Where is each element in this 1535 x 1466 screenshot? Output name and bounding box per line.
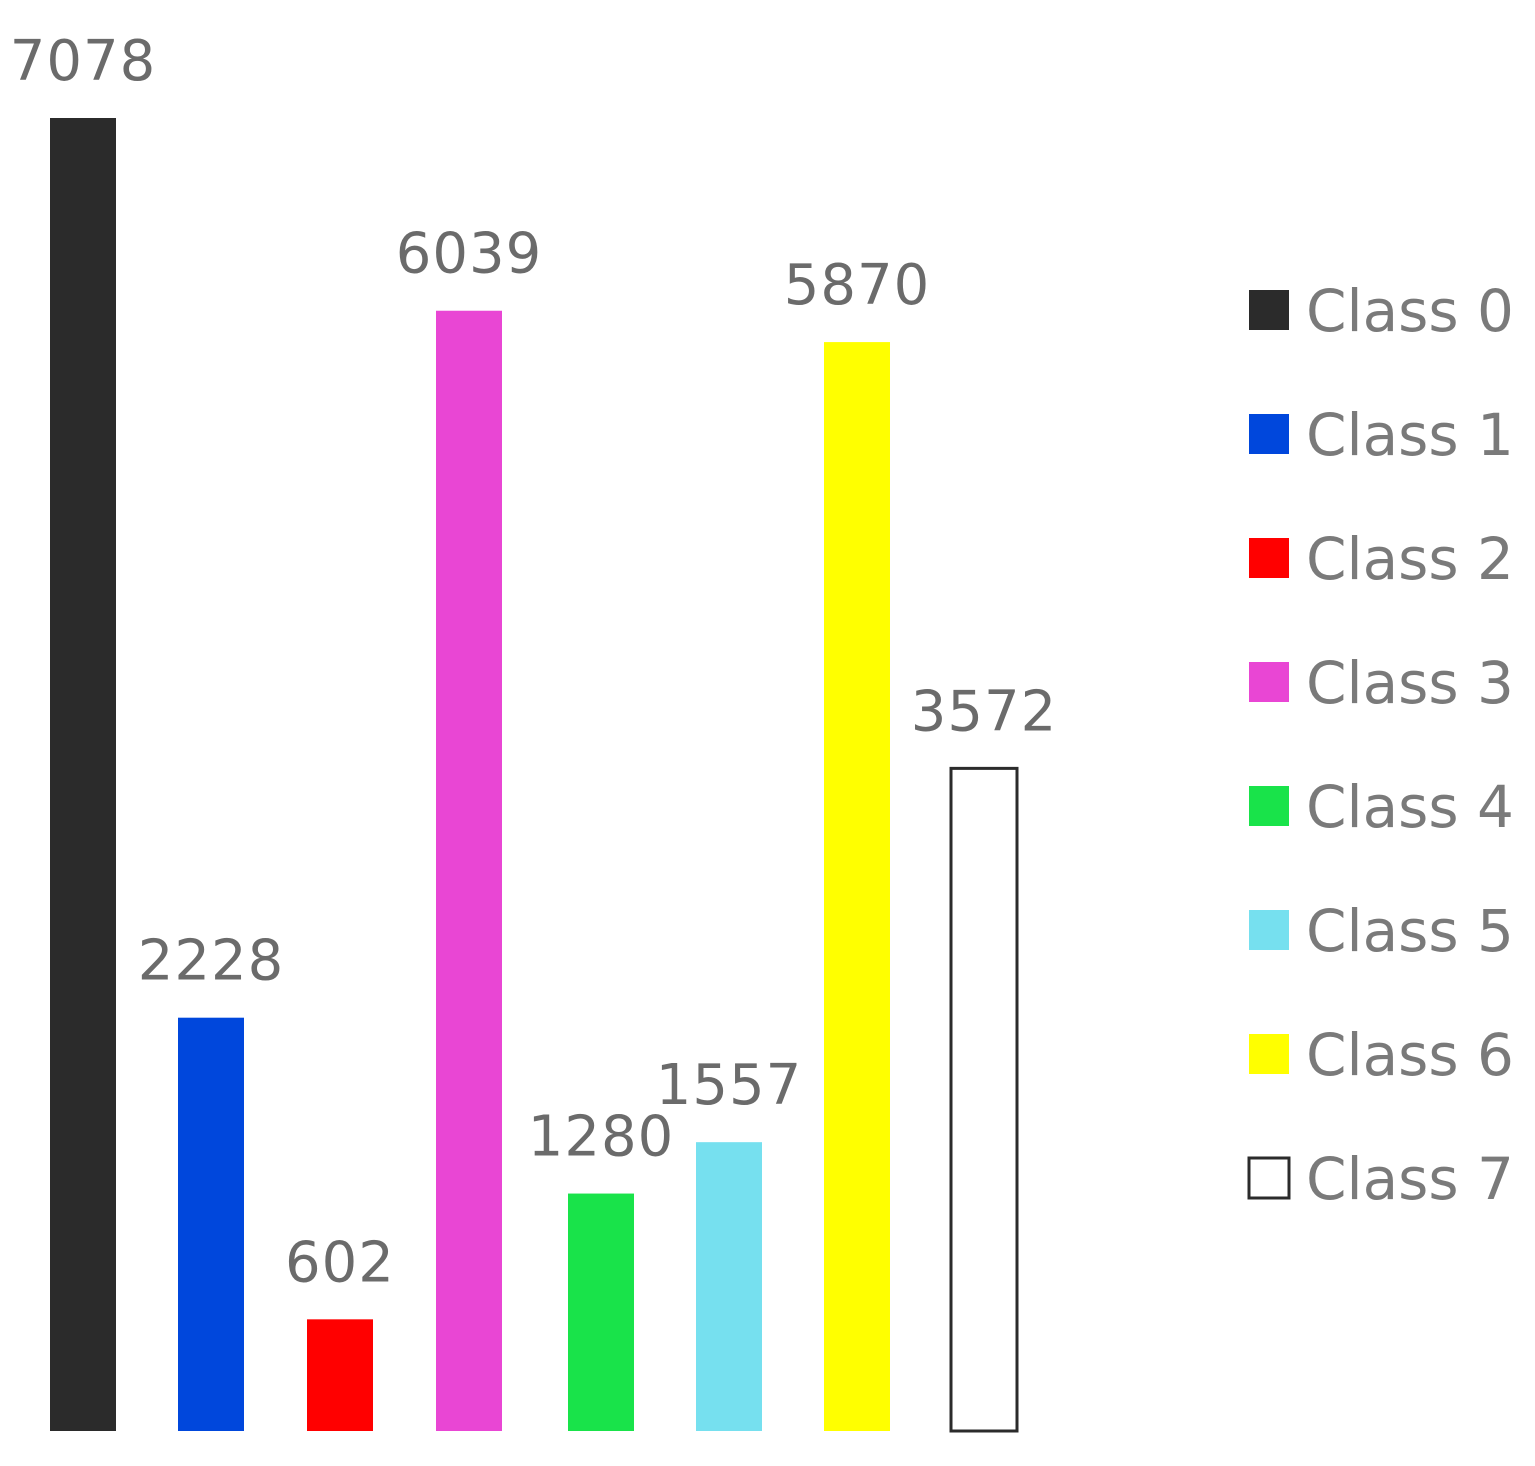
value-label-class-1: 2228 [138, 929, 285, 994]
value-label-class-7: 3572 [911, 679, 1058, 744]
legend-swatch-class-7 [1247, 1156, 1291, 1200]
legend-swatch-class-1 [1249, 414, 1289, 454]
bar-class-7 [949, 766, 1019, 1433]
legend-swatch-class-3 [1249, 662, 1289, 702]
legend-label-class-3: Class 3 [1306, 649, 1514, 717]
value-label-class-3: 6039 [396, 222, 543, 287]
value-label-class-5: 1557 [656, 1053, 803, 1118]
legend-label-class-0: Class 0 [1306, 277, 1514, 345]
bar-class-4 [568, 1193, 634, 1431]
legend-label-class-1: Class 1 [1306, 401, 1514, 469]
bar-class-6 [824, 342, 890, 1431]
bar-class-3 [436, 310, 502, 1432]
value-label-class-0: 7078 [10, 29, 157, 94]
legend-label-class-4: Class 4 [1306, 773, 1514, 841]
bar-class-0 [50, 118, 116, 1431]
legend-swatch-class-6 [1249, 1034, 1289, 1074]
legend-label-class-7: Class 7 [1306, 1145, 1514, 1213]
legend-swatch-class-4 [1249, 786, 1289, 826]
value-label-class-4: 1280 [528, 1105, 675, 1170]
legend-label-class-6: Class 6 [1306, 1021, 1514, 1089]
legend: Class 0 Class 1 Class 2 Class 3 Class 4 Class… [1247, 277, 1514, 1213]
bar-class-2 [307, 1319, 373, 1431]
bar-class-1 [178, 1017, 244, 1431]
legend-label-class-2: Class 2 [1306, 525, 1514, 593]
legend-label-class-5: Class 5 [1306, 897, 1514, 965]
bar-class-5 [696, 1142, 762, 1431]
legend-swatch-class-0 [1249, 290, 1289, 330]
legend-swatch-class-2 [1249, 538, 1289, 578]
value-label-class-6: 5870 [784, 253, 931, 318]
bars-layer [50, 118, 1019, 1433]
value-label-class-2: 602 [285, 1230, 395, 1295]
legend-swatch-class-5 [1249, 910, 1289, 950]
